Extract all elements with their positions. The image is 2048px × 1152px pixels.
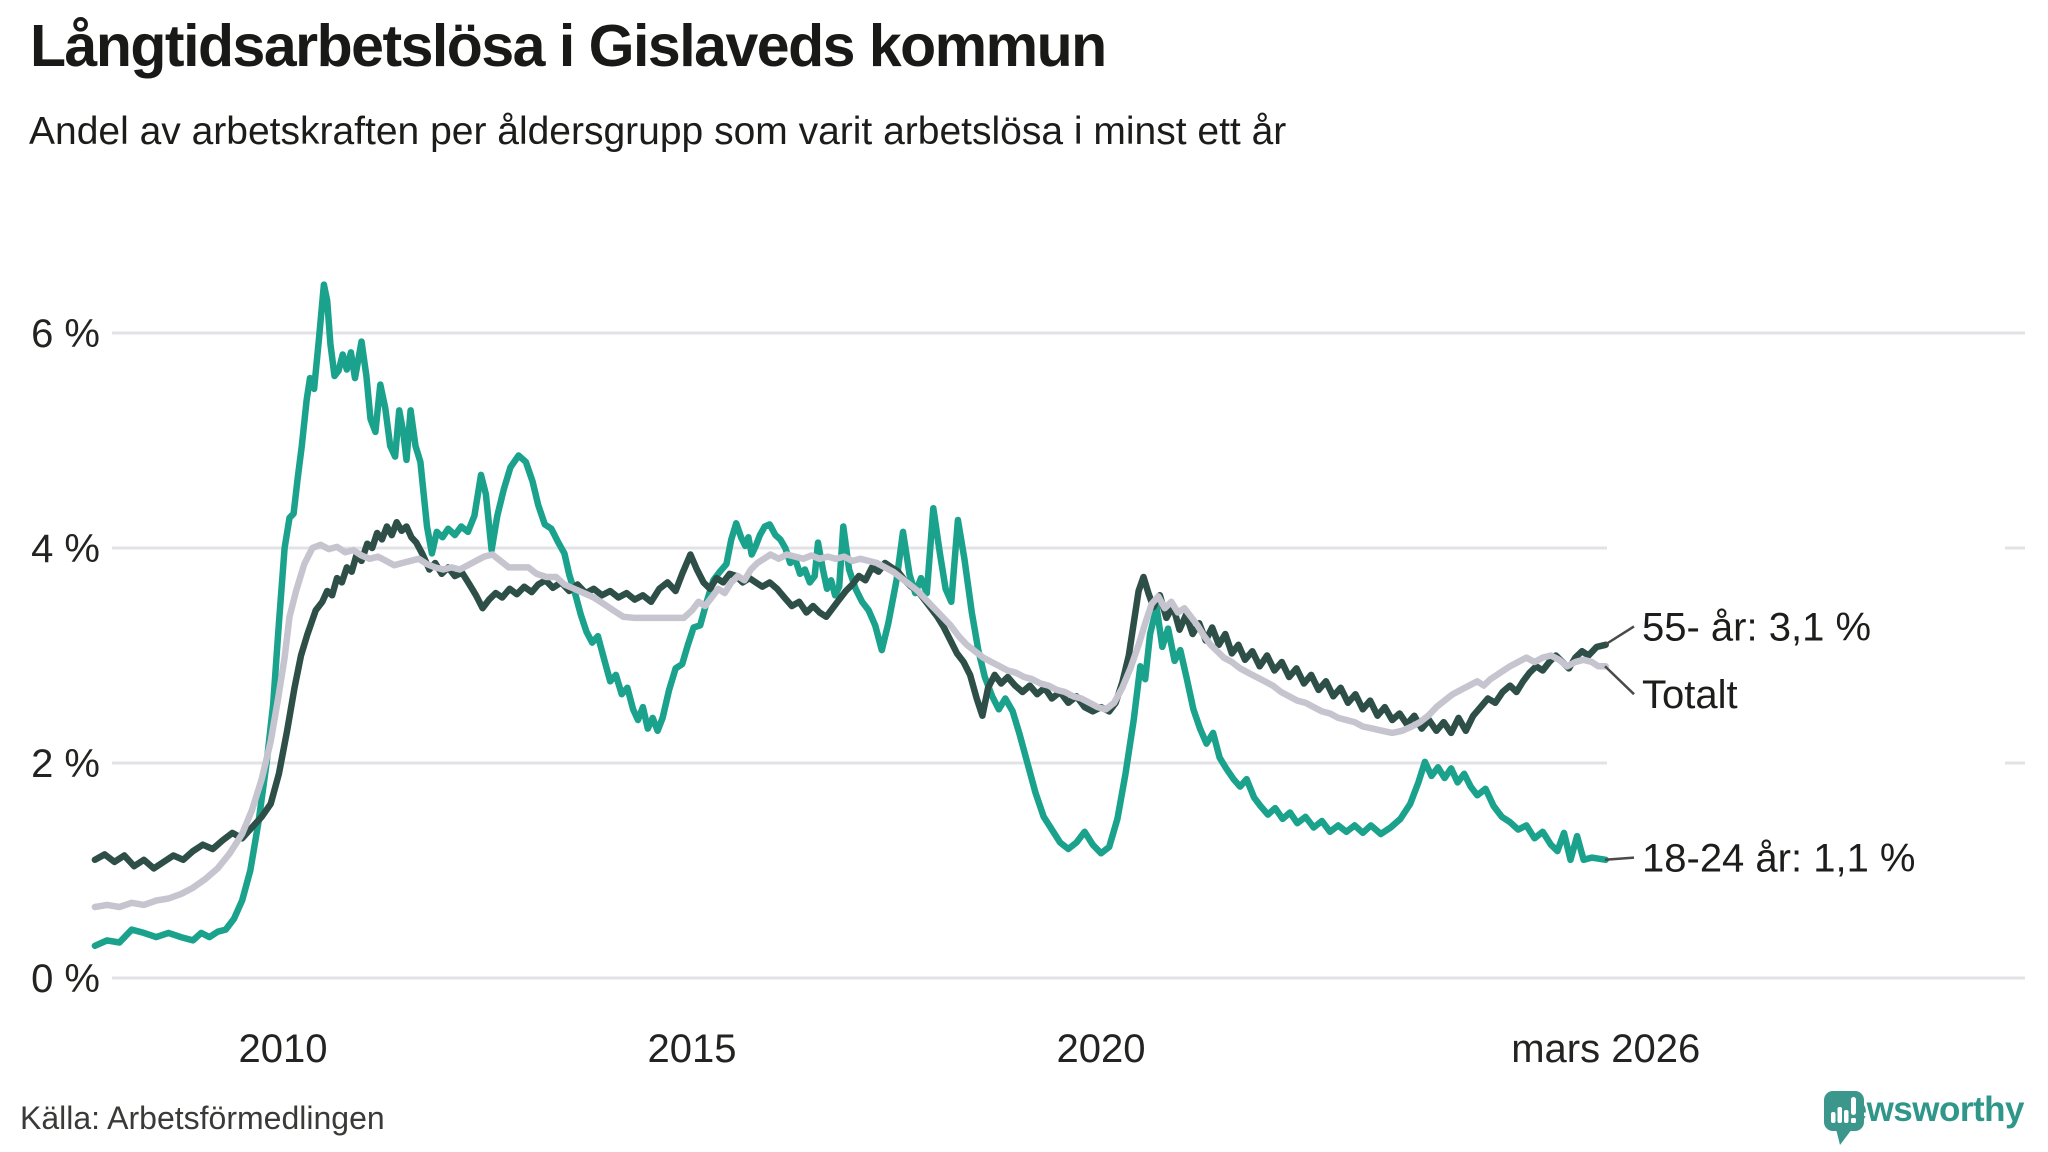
newsworthy-branding: Newsworthy <box>1823 1090 2025 1145</box>
label-connector <box>1604 625 1635 646</box>
label-connector <box>1604 665 1635 696</box>
end-label-background <box>1607 430 2005 905</box>
series-end-label: 55- år: 3,1 % <box>1642 605 1871 649</box>
x-tick-label: 2020 <box>1057 1027 1146 1071</box>
newsworthy-logo-icon <box>1823 1091 1864 1145</box>
y-tick-label: 4 % <box>31 527 100 571</box>
series-end-label: 18-24 år: 1,1 % <box>1642 837 1916 881</box>
y-tick-label: 2 % <box>31 742 100 786</box>
series-end-label: Totalt <box>1642 673 1738 717</box>
page-title: Långtidsarbetslösa i Gislaveds kommun <box>30 13 1107 79</box>
x-tick-label: mars 2026 <box>1511 1027 1700 1071</box>
page-subtitle: Andel av arbetskraften per åldersgrupp s… <box>29 110 1287 153</box>
x-tick-label: 2010 <box>239 1027 328 1071</box>
label-connector <box>1604 856 1635 861</box>
series-end-labels: 18-24 år: 1,1 % 55- år: 3,1 % Totalt <box>1604 600 1921 886</box>
source-note: Källa: Arbetsförmedlingen <box>20 1100 385 1136</box>
series-line-18-24-r <box>91 281 1609 950</box>
x-tick-label: 2015 <box>648 1027 737 1071</box>
y-tick-label: 6 % <box>31 312 100 356</box>
axis-labels: 0 % 2 % 4 % 6 % 2010 2015 2020 mars 2026 <box>31 312 1700 1071</box>
series-line-55-r <box>91 518 1609 872</box>
y-tick-label: 0 % <box>31 957 100 1001</box>
series-line-Totalt <box>91 541 1609 911</box>
series-lines <box>91 281 1609 950</box>
